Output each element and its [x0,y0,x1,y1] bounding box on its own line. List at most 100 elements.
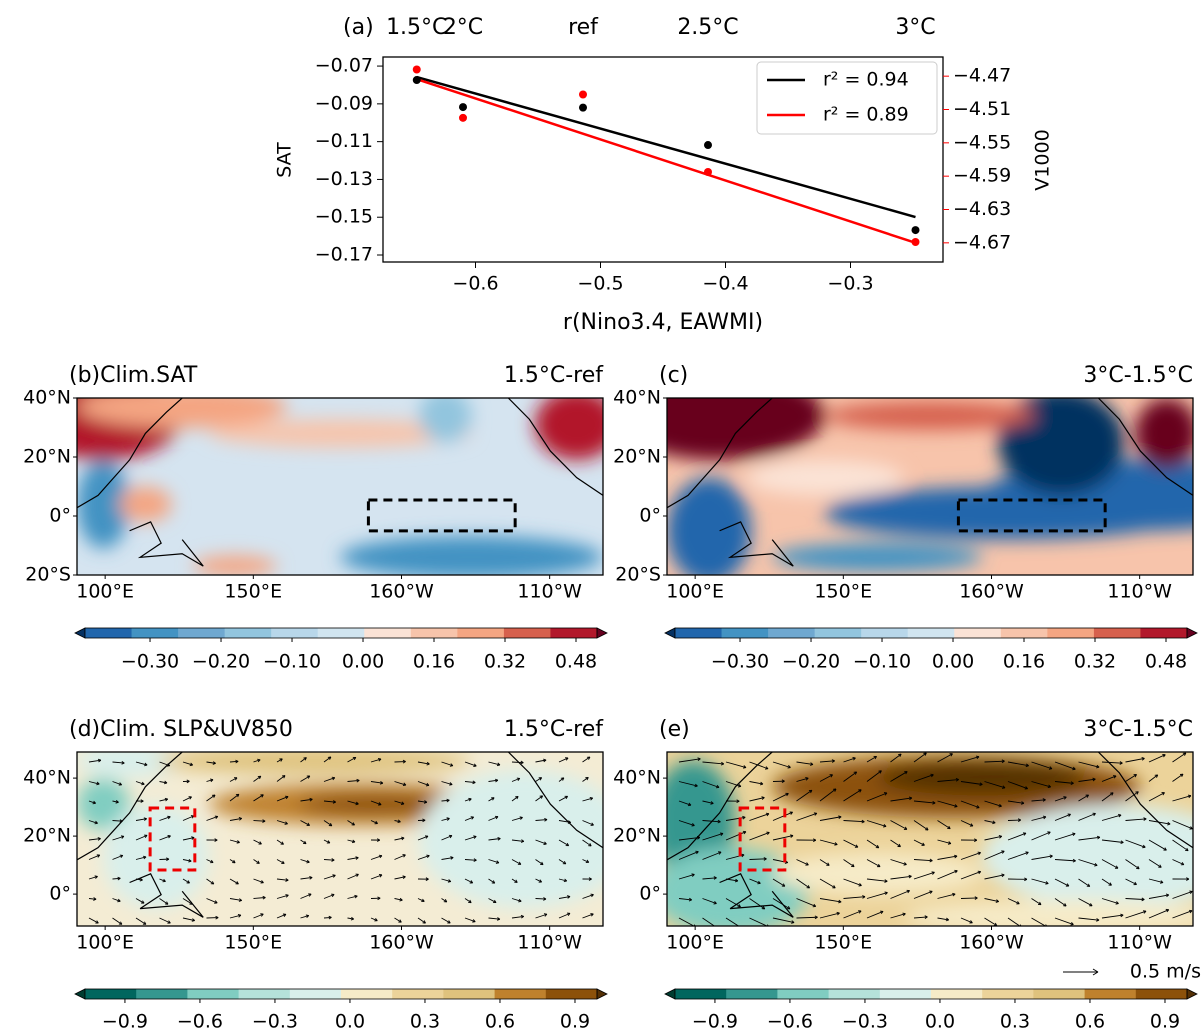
colorbar-end [597,628,607,638]
colorbar-segment [768,628,815,638]
lon-tick-label: 100°E [666,581,724,603]
data-point [459,103,467,111]
data-point [459,114,467,122]
lat-tick-label: 40°N [613,767,661,789]
map-blob [419,389,472,442]
y2-tick-label: −4.47 [953,65,1011,87]
lon-tick-label: 100°E [666,932,724,954]
colorbar-segment [954,628,1001,638]
chart-title: (a) [343,15,374,40]
legend-label: r² = 0.89 [823,104,909,126]
y-tick-label: −0.09 [315,92,373,114]
colorbar-tick-label: 0.00 [342,651,384,673]
top-label: 2.5°C [677,15,738,40]
colorbar-tick-label: −0.10 [263,651,321,673]
colorbar-tick-label: −0.30 [121,651,179,673]
map-field [24,371,618,578]
colorbar-end [597,989,607,999]
map-field [614,371,1203,583]
colorbar-segment [861,628,908,638]
figure: (a)1.5°C2°Cref2.5°C3°C−0.6−0.5−0.4−0.3−0… [0,0,1203,1035]
colorbar-segment [726,989,778,999]
colorbar-segment [290,989,342,999]
y-tick-label: −0.13 [315,168,373,190]
lon-tick-label: 150°E [814,581,872,603]
lat-tick-label: 20°N [613,446,661,468]
map-blob [193,556,277,577]
data-point [579,91,587,99]
map-blob [825,402,1035,430]
colorbar-end [75,628,85,638]
map-blob [535,389,619,460]
colorbar-tick-label: −0.10 [853,651,911,673]
colorbar-segment [85,989,137,999]
lat-tick-label: 0° [49,505,71,527]
lat-tick-label: 40°N [613,387,661,409]
x-tick-label: −0.5 [577,273,623,295]
data-point [912,238,920,246]
map-blob [772,853,982,895]
panel-title: (d)Clim. SLP&UV850 [69,717,293,742]
colorbar-segment [1033,989,1085,999]
colorbar-end [75,989,85,999]
data-point [912,226,920,234]
y2-tick-label: −4.59 [953,165,1011,187]
colorbar-tick-label: −0.6 [177,1011,223,1033]
colorbar-segment [187,989,239,999]
y2-axis-label: V1000 [1032,129,1054,190]
colorbar-segment [546,989,598,999]
colorbar-end [665,628,675,638]
colorbar-tick-label: 0.0 [335,1011,365,1033]
colorbar-tick-label: 0.9 [1150,1011,1180,1033]
y-tick-label: −0.15 [315,206,373,228]
panel-title: (c) [659,363,688,388]
lon-tick-label: 160°W [959,581,1024,603]
colorbar-tick-label: −0.3 [842,1011,888,1033]
colorbar-tick-label: −0.9 [102,1011,148,1033]
lat-tick-label: 0° [639,505,661,527]
colorbar-segment [880,989,932,999]
colorbar-segment [364,628,411,638]
y-tick-label: −0.07 [315,55,373,77]
wind-head [716,927,719,930]
colorbar-segment [495,989,547,999]
map-blob [1135,398,1198,469]
lat-tick-label: 20°S [615,564,661,586]
panel-subtitle: 3°C-1.5°C [1083,717,1193,742]
lon-tick-label: 150°E [224,932,282,954]
y-tick-label: −0.17 [315,244,373,266]
colorbar-segment [908,628,955,638]
colorbar-tick-label: 0.3 [1000,1011,1030,1033]
y-axis-label: SAT [274,142,296,178]
colorbar-segment [1085,989,1137,999]
colorbar-tick-label: 0.6 [485,1011,515,1033]
colorbar-tick-label: 0.00 [932,651,974,673]
colorbar-end [665,989,675,999]
lat-tick-label: 20°N [23,825,71,847]
colorbar-segment [1094,628,1141,638]
lon-tick-label: 160°W [959,932,1024,954]
colorbar-tick-label: −0.9 [692,1011,738,1033]
colorbar-segment [675,989,727,999]
map-blob [156,747,472,775]
top-label: ref [568,15,599,40]
colorbar-segment [675,628,722,638]
map-blob [667,478,751,584]
data-point [579,104,587,112]
lat-tick-label: 40°N [23,767,71,789]
lat-tick-label: 20°S [25,564,71,586]
colorbar-tick-label: 0.32 [484,651,526,673]
colorbar-segment [132,628,179,638]
colorbar-segment [85,628,132,638]
map-blob [877,761,1087,796]
lat-tick-label: 0° [639,883,661,905]
colorbar-segment [504,628,551,638]
lon-tick-label: 100°E [76,932,134,954]
colorbar-segment [931,989,983,999]
data-point [704,141,712,149]
data-point [413,76,421,84]
colorbar-tick-label: 0.48 [1145,651,1187,673]
colorbar-tick-label: 0.16 [413,651,455,673]
lon-tick-label: 160°W [369,932,434,954]
colorbar-segment [443,989,495,999]
